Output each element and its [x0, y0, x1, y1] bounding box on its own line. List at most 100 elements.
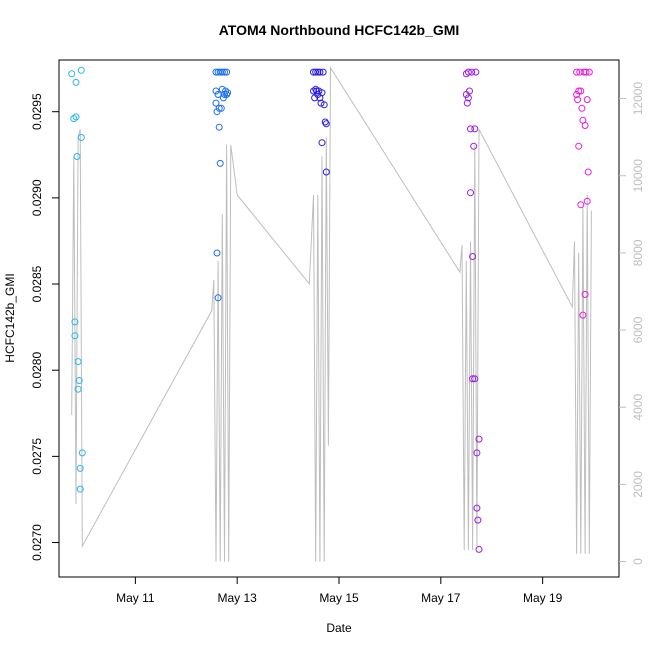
data-point-flight-1	[72, 78, 80, 86]
data-point-flight-2	[222, 87, 229, 95]
data-point-flight-2	[223, 68, 231, 76]
data-point-flight-5	[575, 142, 583, 150]
data-point-flight-4	[473, 504, 481, 512]
y-tick-label: 0.0280	[30, 352, 44, 389]
data-point-flight-4	[464, 94, 472, 102]
data-point-flight-4	[475, 435, 483, 443]
y-tick-label: 0.0285	[30, 265, 44, 302]
data-point-flight-4	[471, 125, 479, 133]
data-point-flight-3	[314, 68, 322, 76]
y2-axis: 0 2000 4000 6000 8000 10000 12000	[619, 82, 645, 565]
y-axis-label: HCFC142b_GMI	[3, 273, 17, 362]
data-point-flight-4	[475, 545, 483, 553]
altitude-line	[71, 65, 592, 562]
y-axis: 0.0270 0.0275 0.0280 0.0285 0.0290 0.0295	[30, 93, 59, 561]
data-point-flight-5	[583, 197, 591, 205]
data-point-flight-1	[75, 377, 83, 384]
data-point-flight-3	[312, 68, 320, 76]
y-tick-label: 0.0275	[30, 438, 44, 475]
data-point-flight-5	[575, 87, 583, 95]
data-point-flight-1	[74, 385, 82, 393]
data-point-flight-1	[76, 485, 84, 493]
x-tick-label: May 15	[319, 591, 359, 605]
data-point-flight-5	[581, 290, 589, 298]
data-point-flight-4	[470, 142, 478, 150]
data-point-flight-4	[463, 99, 471, 107]
data-point-flight-1	[77, 66, 85, 74]
data-point-flight-1	[70, 115, 78, 123]
data-points	[68, 66, 593, 553]
data-point-flight-1	[71, 318, 79, 326]
data-point-flight-3	[318, 89, 326, 97]
y2-tick-label: 12000	[631, 82, 645, 116]
data-point-flight-4	[464, 68, 472, 76]
data-point-flight-5	[580, 68, 588, 76]
y2-tick-label: 6000	[631, 316, 645, 343]
data-point-flight-2	[215, 123, 223, 131]
y2-tick-label: 4000	[631, 394, 645, 421]
plot-frame	[58, 59, 620, 578]
y-tick-label: 0.0270	[30, 524, 44, 561]
data-point-flight-1	[71, 332, 79, 340]
data-point-flight-2	[217, 104, 225, 112]
x-axis: May 11 May 13 May 15 May 17 May 19	[116, 577, 563, 605]
data-point-flight-3	[320, 101, 328, 109]
data-point-flight-5	[582, 68, 590, 76]
data-point-flight-1	[73, 153, 81, 160]
data-point-flight-2	[212, 99, 220, 107]
x-tick-label: May 19	[523, 591, 563, 605]
data-point-flight-4	[471, 375, 479, 383]
y2-tick-label: 10000	[631, 159, 645, 193]
data-point-flight-3	[316, 68, 324, 76]
y-tick-label: 0.0290	[30, 179, 44, 216]
data-point-flight-2	[221, 68, 228, 76]
data-point-flight-1	[74, 358, 82, 366]
data-point-flight-5	[584, 168, 592, 176]
data-point-flight-4	[469, 375, 477, 383]
data-point-flight-4	[472, 68, 480, 76]
data-point-flight-1	[78, 449, 86, 457]
altitude-lines	[71, 65, 592, 562]
data-point-flight-3	[321, 118, 329, 126]
data-point-flight-3	[322, 120, 330, 128]
data-point-flight-5	[585, 68, 593, 76]
data-point-flight-4	[468, 68, 476, 76]
data-point-flight-2	[216, 159, 224, 167]
data-point-flight-5	[573, 91, 581, 98]
data-point-flight-2	[214, 294, 222, 302]
data-point-flight-5	[583, 96, 591, 104]
y-tick-label: 0.0295	[30, 93, 44, 130]
x-tick-label: May 11	[116, 591, 155, 605]
data-point-flight-5	[578, 104, 586, 112]
data-point-flight-3	[322, 168, 330, 176]
x-tick-label: May 17	[421, 591, 461, 605]
data-point-flight-4	[467, 125, 474, 133]
data-point-flight-4	[466, 87, 473, 95]
data-point-flight-5	[579, 311, 587, 319]
data-point-flight-1	[77, 134, 85, 141]
x-axis-label: Date	[326, 621, 352, 635]
data-point-flight-2	[212, 87, 220, 95]
data-point-flight-5	[577, 87, 585, 95]
data-point-flight-5	[577, 201, 585, 209]
data-point-flight-5	[574, 96, 582, 104]
data-point-flight-2	[218, 68, 226, 76]
data-point-flight-4	[467, 189, 474, 197]
data-point-flight-5	[573, 68, 581, 76]
data-point-flight-1	[72, 113, 80, 121]
data-point-flight-3	[318, 139, 326, 147]
data-point-flight-4	[469, 253, 477, 260]
data-point-flight-4	[474, 516, 482, 524]
data-point-flight-5	[581, 122, 589, 129]
y2-tick-label: 8000	[631, 239, 645, 266]
chart-title: ATOM4 Northbound HCFC142b_GMI	[219, 22, 460, 38]
data-point-flight-1	[76, 464, 84, 472]
y2-tick-label: 0	[631, 558, 645, 565]
data-point-flight-4	[473, 449, 481, 457]
data-point-flight-1	[68, 70, 76, 78]
data-point-flight-3	[310, 87, 317, 95]
data-point-flight-3	[319, 68, 327, 76]
x-tick-label: May 13	[218, 591, 258, 605]
y2-tick-label: 2000	[631, 471, 645, 498]
